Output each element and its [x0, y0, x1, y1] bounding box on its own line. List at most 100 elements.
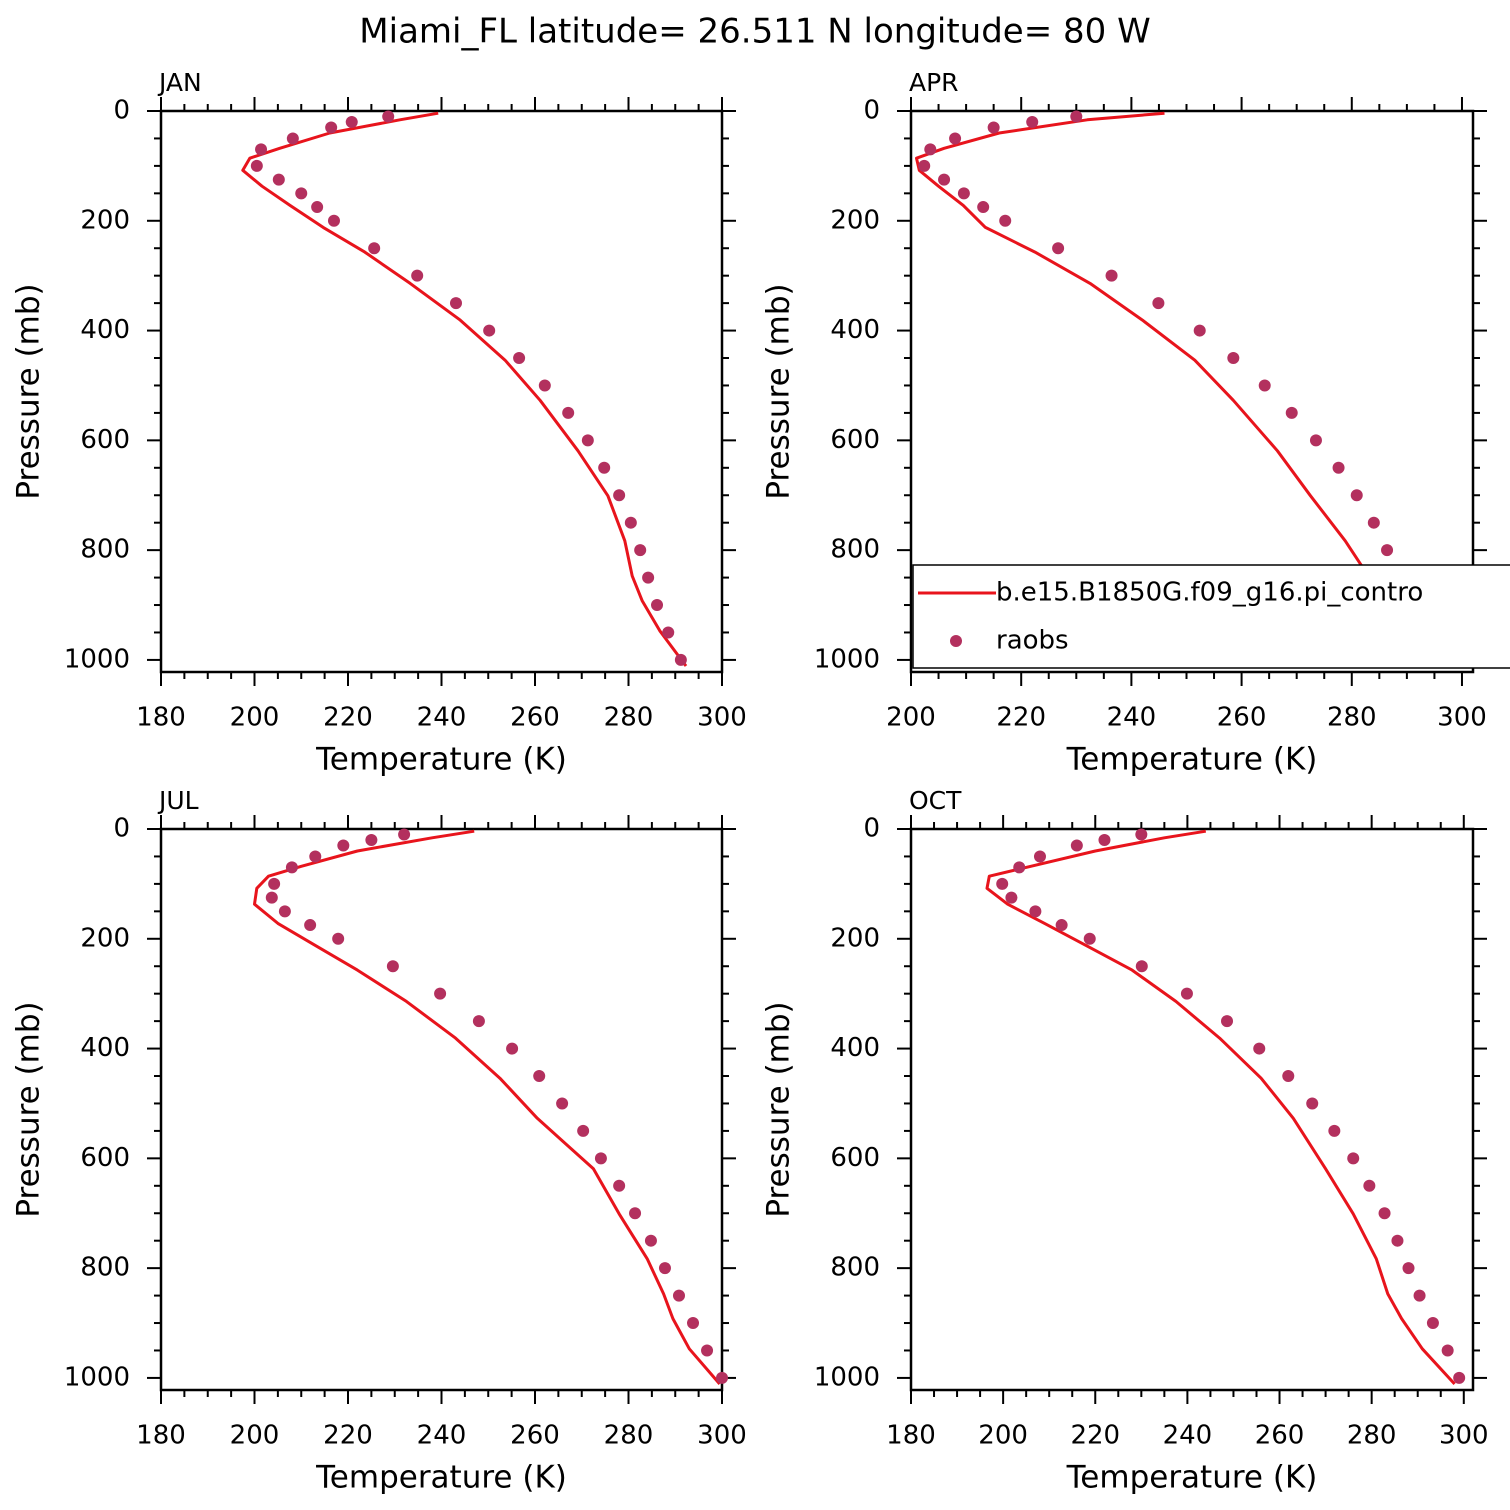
y-tick-label: 1000: [814, 644, 880, 674]
x-axis-title: Temperature (K): [1066, 742, 1318, 778]
raob-point: [398, 828, 411, 841]
raob-point: [1135, 828, 1148, 841]
y-axis-title: Pressure (mb): [11, 283, 47, 499]
raob-point: [1332, 461, 1345, 474]
raob-point: [365, 833, 378, 846]
raob-point: [538, 379, 551, 392]
raob-point: [1221, 1015, 1234, 1028]
raob-point: [1426, 1317, 1439, 1330]
raob-point: [268, 877, 281, 890]
raob-point: [1055, 919, 1068, 932]
raob-point: [345, 115, 358, 128]
x-tick-label: 180: [886, 1421, 936, 1451]
x-tick-label: 260: [1217, 703, 1267, 733]
raob-point: [987, 121, 1000, 134]
panel: 180 200 220 240 260 280 300 0 200 400 600 800 1000 JA…: [11, 68, 747, 778]
y-tick-label: 0: [863, 814, 880, 844]
raob-point: [1258, 379, 1271, 392]
y-tick-label: 600: [80, 1143, 130, 1173]
raob-point: [1328, 1124, 1341, 1137]
raob-point: [311, 201, 324, 214]
panel-title: JUL: [157, 786, 199, 815]
raob-point: [613, 489, 626, 502]
x-tick-label: 180: [136, 1421, 186, 1451]
raob-point: [918, 159, 931, 172]
raob-point: [1453, 1371, 1466, 1384]
x-tick-label: 180: [136, 703, 186, 733]
raob-point: [1285, 406, 1298, 419]
legend-marker: [950, 635, 962, 647]
x-tick-label: 280: [1347, 1421, 1397, 1451]
x-tick-label: 240: [417, 1421, 467, 1451]
raob-point: [1052, 242, 1065, 255]
model-line: [985, 829, 1456, 1386]
raob-point: [250, 159, 263, 172]
x-tick-label: 220: [323, 1421, 373, 1451]
x-tick-label: 200: [886, 703, 936, 733]
raob-point: [1070, 110, 1083, 123]
panel-title: APR: [909, 68, 959, 97]
raob-point: [1347, 1152, 1360, 1165]
raob-point: [1253, 1042, 1266, 1055]
raob-point: [624, 516, 637, 529]
raob-point: [996, 877, 1009, 890]
y-tick-label: 600: [80, 425, 130, 455]
raob-point: [1105, 269, 1118, 282]
raob-point: [642, 571, 655, 584]
raob-point: [265, 891, 278, 904]
raob-point: [577, 1124, 590, 1137]
raob-point: [672, 1289, 685, 1302]
raob-point: [716, 1371, 728, 1384]
raob-point: [1193, 324, 1206, 337]
raob-point: [1152, 297, 1165, 310]
x-tick-label: 300: [1439, 1421, 1489, 1451]
x-axis-title: Temperature (K): [1066, 1460, 1318, 1496]
x-tick-label: 300: [1437, 703, 1487, 733]
raob-point: [581, 434, 594, 447]
y-tick-label: 600: [830, 425, 880, 455]
y-tick-label: 1000: [64, 1362, 130, 1392]
raob-point: [1367, 516, 1380, 529]
legend-label: raobs: [996, 626, 1069, 656]
raob-point: [1005, 891, 1018, 904]
y-tick-label: 400: [80, 1033, 130, 1063]
raob-point: [1363, 1179, 1376, 1192]
raob-point: [368, 242, 381, 255]
raob-point: [506, 1042, 519, 1055]
raob-point: [1306, 1097, 1319, 1110]
raob-point: [1378, 1207, 1391, 1220]
y-tick-label: 400: [830, 1033, 880, 1063]
raob-point: [1309, 434, 1322, 447]
raob-point: [278, 905, 291, 918]
panel: 200 220 240 260 280 300 0 200 400 600 800 1000 APR Te…: [761, 68, 1510, 778]
plot-frame: [909, 109, 1475, 674]
model-line: [253, 829, 721, 1385]
panel: 180 200 220 240 260 280 300 0 200 400 600 800 1000 JU…: [11, 786, 747, 1496]
raob-point: [382, 110, 395, 123]
raob-point: [255, 143, 268, 156]
raob-point: [1227, 352, 1240, 365]
raob-point: [957, 187, 970, 200]
x-tick-label: 220: [323, 703, 373, 733]
y-tick-label: 0: [863, 96, 880, 126]
plot-frame: [159, 109, 724, 674]
raob-point: [1402, 1262, 1415, 1275]
y-tick-label: 0: [113, 814, 130, 844]
raob-point: [1381, 544, 1394, 557]
y-tick-label: 1000: [64, 644, 130, 674]
y-tick-label: 200: [80, 923, 130, 953]
raob-point: [325, 121, 338, 134]
raob-point: [629, 1207, 642, 1220]
raob-point: [562, 406, 575, 419]
x-tick-label: 260: [1255, 1421, 1305, 1451]
x-tick-label: 280: [1327, 703, 1377, 733]
legend-label: b.e15.B1850G.f09_g16.pi_contro: [996, 578, 1423, 608]
y-tick-label: 400: [80, 315, 130, 345]
raob-point: [327, 214, 340, 227]
x-tick-label: 280: [604, 703, 654, 733]
x-tick-label: 300: [697, 1421, 747, 1451]
raob-point: [309, 850, 322, 863]
x-tick-label: 300: [697, 703, 747, 733]
raob-point: [1441, 1344, 1454, 1357]
raob-point: [556, 1097, 569, 1110]
